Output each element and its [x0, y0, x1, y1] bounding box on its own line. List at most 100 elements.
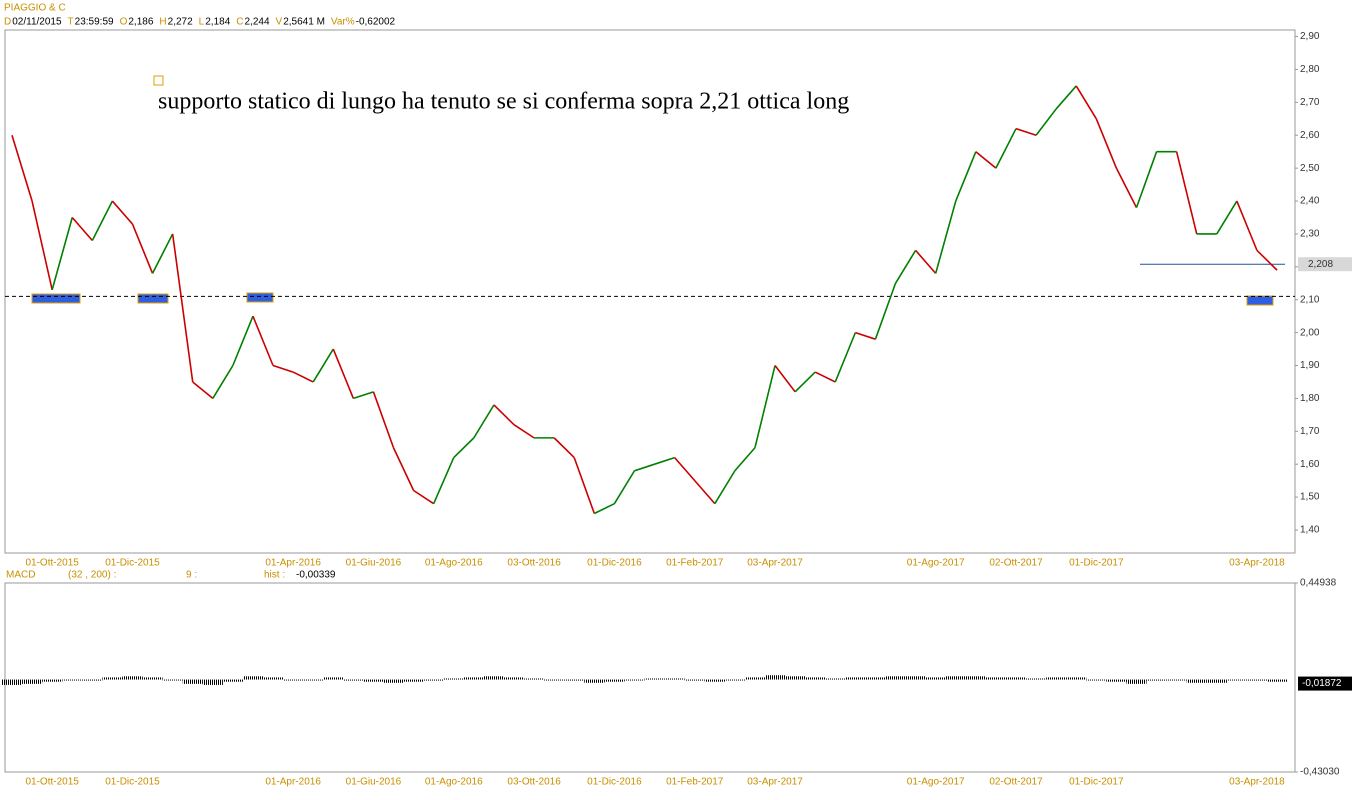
- hist-bar: [1146, 679, 1167, 681]
- hist-bar: [1246, 679, 1268, 681]
- y-tick-label: -0,43030: [1300, 767, 1340, 778]
- price-segment: [834, 332, 857, 383]
- x-tick-label: 01-Apr-2016: [265, 558, 321, 569]
- price-panel: [4, 29, 1296, 554]
- price-segment: [493, 404, 515, 426]
- macd-panel: [4, 582, 1296, 773]
- y-tick-label: 2,30: [1300, 229, 1320, 240]
- hist-bar: [1267, 679, 1288, 682]
- x-tick-label: 01-Apr-2016: [265, 777, 321, 788]
- hist-bar: [825, 678, 846, 680]
- x-tick-label: 03-Apr-2017: [747, 777, 803, 788]
- x-tick-label: 01-Ago-2017: [907, 558, 965, 569]
- field-key: D: [4, 17, 11, 28]
- hist-bar: [765, 675, 786, 680]
- y-tick-label: 2,50: [1300, 163, 1320, 174]
- y-tick-label: 2,40: [1300, 196, 1320, 207]
- price-segment: [71, 216, 93, 242]
- hist-bar: [242, 676, 264, 680]
- price-segment: [1236, 200, 1258, 251]
- x-tick-label: 01-Ago-2016: [425, 777, 483, 788]
- hist-bar: [483, 676, 504, 680]
- macd-title: MACD: [6, 570, 35, 581]
- support-box: [137, 293, 169, 304]
- x-tick-label: 01-Dic-2015: [105, 777, 160, 788]
- hist-bar: [182, 679, 203, 684]
- x-tick-label: 03-Apr-2018: [1229, 777, 1285, 788]
- hist-bar: [62, 679, 83, 681]
- hist-bar: [202, 679, 223, 685]
- hist-bar: [704, 679, 725, 682]
- last-value-box: [1298, 676, 1352, 691]
- price-segment: [1095, 118, 1118, 169]
- support-box: [246, 292, 274, 303]
- field-key: T: [68, 17, 74, 28]
- hist-bar: [423, 679, 444, 681]
- hist-bar: [805, 677, 826, 680]
- hist-bar: [564, 679, 585, 681]
- price-segment: [91, 200, 114, 241]
- price-segment: [1135, 151, 1158, 208]
- macd-hist-value: -0,00339: [296, 570, 336, 581]
- x-tick-label: 01-Giu-2016: [346, 777, 402, 788]
- hist-bar: [82, 679, 103, 681]
- price-segment: [252, 315, 274, 366]
- price-segment: [934, 200, 957, 274]
- chart-title: PIAGGIO & C: [4, 3, 66, 14]
- hist-bar: [785, 676, 806, 680]
- y-tick-label: 2,10: [1300, 294, 1320, 305]
- price-segment: [212, 365, 234, 399]
- price-segment: [1256, 249, 1278, 271]
- price-segment: [31, 200, 53, 291]
- hist-bar: [1006, 677, 1027, 680]
- price-segment: [312, 348, 334, 383]
- field-value: -0,62002: [356, 17, 396, 28]
- hist-bar: [403, 679, 424, 682]
- price-segment: [131, 223, 154, 274]
- field-key: L: [199, 17, 205, 28]
- price-segment: [332, 348, 355, 399]
- field-key: C: [236, 17, 243, 28]
- price-segment: [192, 381, 214, 400]
- hist-bar: [2, 679, 23, 685]
- ohlc-header: D 02/11/2015 T 23:59:59 O 2,186 H 2,272 L 2,184 C 2…: [4, 17, 396, 28]
- hist-bar: [1206, 679, 1227, 683]
- hist-bar: [1046, 677, 1067, 680]
- x-tick-label: 02-Ott-2017: [989, 558, 1043, 569]
- hist-bar: [604, 679, 625, 682]
- x-tick-label: 01-Feb-2017: [666, 777, 724, 788]
- hist-bar: [1166, 679, 1187, 681]
- price-segment: [292, 371, 314, 383]
- hist-bar: [985, 677, 1006, 680]
- hist-bar: [845, 677, 866, 680]
- x-tick-label: 03-Ott-2016: [507, 777, 561, 788]
- hist-bar: [142, 677, 163, 680]
- hist-bar: [544, 679, 565, 681]
- price-segment: [171, 233, 194, 383]
- price-segment: [1216, 200, 1238, 235]
- annotation-marker: [153, 75, 164, 86]
- price-segment: [714, 470, 736, 505]
- y-tick-label: 1,90: [1300, 360, 1320, 371]
- y-tick-label: 1,50: [1300, 492, 1320, 503]
- support-box: [31, 293, 81, 304]
- price-segment: [1035, 108, 1057, 136]
- hist-bar: [1126, 679, 1147, 684]
- price-segment: [654, 456, 675, 465]
- hist-bar: [1106, 679, 1127, 682]
- field-value: 23:59:59: [75, 17, 114, 28]
- x-tick-label: 01-Dic-2015: [105, 558, 160, 569]
- y-tick-label: 1,70: [1300, 426, 1320, 437]
- x-tick-label: 03-Apr-2017: [747, 558, 803, 569]
- hist-bar: [865, 677, 886, 680]
- hist-bar: [584, 679, 605, 683]
- price-segment: [995, 128, 1017, 169]
- x-tick-label: 01-Dic-2017: [1069, 777, 1124, 788]
- hist-bar: [1026, 678, 1047, 680]
- macd-header: MACD (32 , 200) : 9 : hist : -0,00339: [6, 570, 336, 581]
- hist-bar: [905, 676, 926, 680]
- price-segment: [694, 480, 716, 505]
- price-segment: [734, 447, 756, 472]
- macd-signal: 9 :: [186, 570, 197, 581]
- price-segment: [1055, 85, 1077, 110]
